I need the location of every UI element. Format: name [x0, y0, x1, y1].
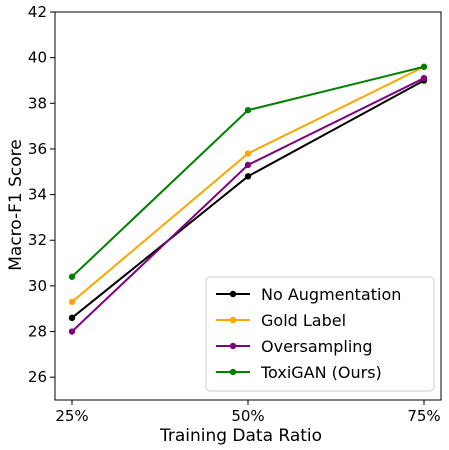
y-tick-label: 32: [28, 231, 47, 249]
data-point-no-augmentation: [244, 173, 252, 180]
legend-box: [205, 276, 435, 392]
legend-marker-no-augmentation: [229, 290, 237, 298]
series-layer: [68, 63, 428, 335]
data-point-toxigan-ours: [244, 106, 252, 114]
y-axis-label: Macro-F1 Score: [6, 139, 26, 271]
series-line-gold-label: [71, 65, 425, 303]
legend-label-oversampling: Oversampling: [261, 337, 373, 356]
x-tick-label: 25%: [55, 407, 88, 425]
y-tick-label: 40: [28, 49, 47, 67]
data-point-oversampling: [244, 161, 252, 169]
x-tick-label: 50%: [231, 407, 264, 425]
x-axis: 25% 50% 75%: [55, 400, 441, 425]
x-axis-label: Training Data Ratio: [159, 426, 322, 446]
y-tick-label: 34: [28, 186, 47, 204]
y-tick-label: 38: [28, 94, 47, 112]
legend-marker-oversampling: [229, 342, 237, 350]
y-axis: 26 28 30 32 34 36 38 40 42: [28, 3, 55, 386]
series-gold-label: [68, 63, 428, 306]
legend-label-no-augmentation: No Augmentation: [261, 285, 401, 304]
y-tick-label: 28: [28, 323, 47, 341]
data-point-oversampling: [68, 328, 76, 335]
series-oversampling: [68, 74, 428, 335]
legend-marker-gold-label: [229, 316, 237, 324]
y-tick-label: 36: [28, 140, 47, 158]
data-point-toxigan-ours: [420, 63, 428, 70]
legend-label-toxigan-ours: ToxiGAN (Ours): [260, 363, 382, 382]
y-tick-label: 30: [28, 277, 47, 295]
data-point-no-augmentation: [68, 314, 76, 322]
series-toxigan-ours: [68, 63, 428, 280]
data-point-oversampling: [420, 74, 428, 82]
data-point-toxigan-ours: [68, 273, 76, 280]
data-point-gold-label: [68, 298, 76, 306]
legend-marker-toxigan-ours: [229, 368, 237, 376]
y-tick-label: 26: [28, 368, 47, 386]
legend: No Augmentation Gold Label Oversampling Tox…: [205, 276, 435, 392]
y-tick-label: 42: [28, 3, 47, 21]
data-point-gold-label: [244, 150, 252, 157]
legend-label-gold-label: Gold Label: [261, 311, 346, 330]
series-line-toxigan-ours: [71, 65, 425, 278]
x-tick-label: 75%: [407, 407, 440, 425]
